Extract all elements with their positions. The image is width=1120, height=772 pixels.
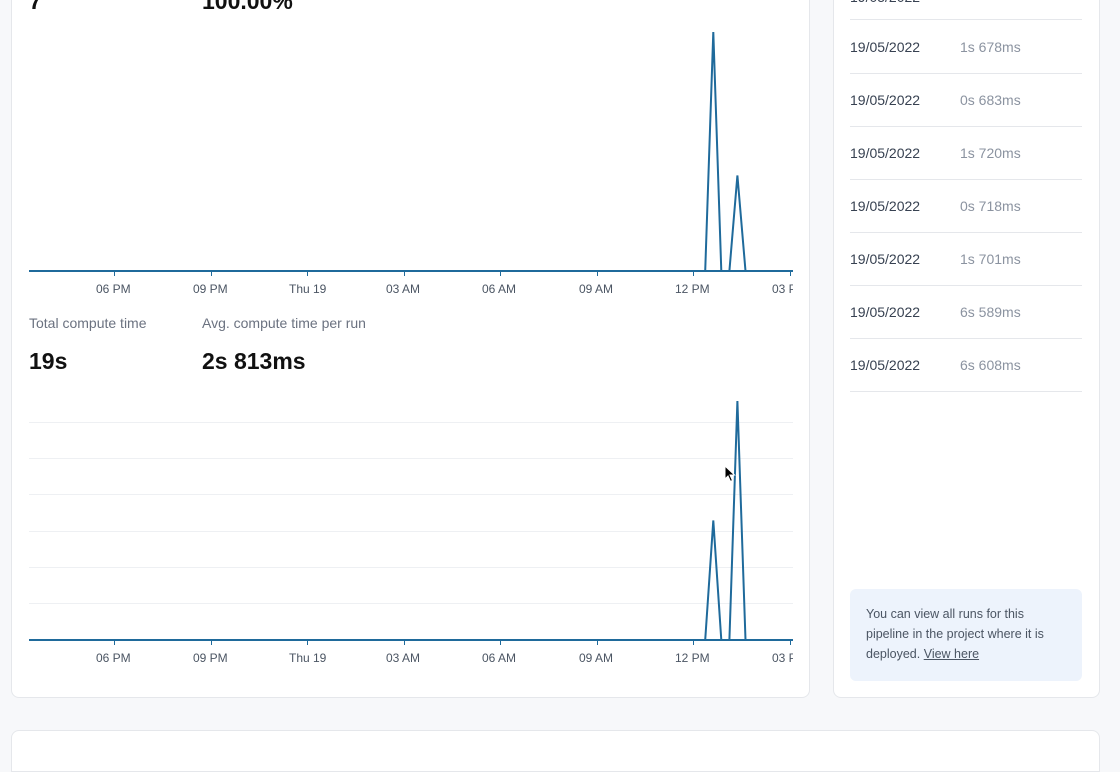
avg-compute-label: Avg. compute time per run — [202, 315, 366, 331]
x-tick-mark — [500, 641, 501, 645]
runs-chart-x-axis — [29, 270, 793, 272]
x-tick-label: 03 PM — [772, 651, 793, 665]
run-duration: 0s 718ms — [960, 198, 1021, 214]
run-date: 19/05/2022 — [850, 198, 921, 214]
runs-count-value: 7 — [29, 0, 42, 14]
x-tick-label: 06 PM — [96, 651, 131, 665]
x-tick-mark — [693, 641, 694, 645]
run-date: 19/05/2022 — [850, 304, 921, 320]
series-line — [29, 31, 793, 272]
run-row[interactable]: 19/05/2022 0s 683ms — [850, 74, 1082, 127]
x-tick-label: 12 PM — [675, 651, 710, 665]
info-text: You can view all runs for this pipeline … — [866, 607, 1044, 661]
x-tick-mark — [790, 641, 791, 645]
x-tick-mark — [114, 641, 115, 645]
run-date: 19/05/2022 — [850, 39, 921, 55]
gridline — [29, 603, 793, 604]
gridline — [29, 531, 793, 532]
run-duration: 1s 678ms — [960, 39, 1021, 55]
x-tick-mark — [790, 272, 791, 276]
pipeline-stats-card — [11, 0, 810, 698]
x-tick-mark — [500, 272, 501, 276]
run-row[interactable]: 19/05/2022 0s 718ms — [850, 180, 1082, 233]
total-compute-value: 19s — [29, 348, 68, 374]
x-tick-label: 09 AM — [579, 282, 614, 296]
run-date: 19/05/2022 — [850, 0, 920, 5]
x-tick-label: 03 AM — [386, 651, 421, 665]
x-tick-mark — [597, 641, 598, 645]
x-tick-label: 06 AM — [482, 651, 517, 665]
x-tick-mark — [404, 641, 405, 645]
run-row[interactable]: 19/05/2022 6s 589ms — [850, 286, 1082, 339]
gridline — [29, 458, 793, 459]
run-row[interactable]: 19/05/2022 1s 720ms — [850, 127, 1082, 180]
compute-time-chart — [29, 400, 793, 641]
next-section-card — [11, 730, 1100, 772]
x-tick-mark — [114, 272, 115, 276]
gridline — [29, 567, 793, 568]
run-date: 19/05/2022 — [850, 145, 921, 161]
x-tick-label: 03 AM — [386, 282, 421, 296]
x-tick-mark — [404, 272, 405, 276]
view-here-link[interactable]: View here — [923, 647, 980, 661]
run-duration: 0s 683ms — [960, 92, 1021, 108]
x-tick-mark — [307, 272, 308, 276]
compute-chart-x-axis — [29, 639, 793, 641]
run-date: 19/05/2022 — [850, 357, 921, 373]
x-tick-label: 09 AM — [579, 651, 614, 665]
x-tick-mark — [211, 641, 212, 645]
x-tick-label: 12 PM — [675, 282, 710, 296]
x-tick-mark — [597, 272, 598, 276]
gridline — [29, 422, 793, 423]
info-note: You can view all runs for this pipeline … — [850, 589, 1082, 681]
x-tick-label: 09 PM — [193, 651, 228, 665]
run-row[interactable]: 19/05/2022 1s 678ms — [850, 21, 1082, 74]
success-rate-value: 100.00% — [202, 0, 293, 14]
x-tick-mark — [693, 272, 694, 276]
series-line — [29, 400, 793, 641]
run-duration: 1s 701ms — [960, 251, 1021, 267]
x-tick-label: Thu 19 — [289, 651, 327, 665]
run-date: 19/05/2022 — [850, 251, 921, 267]
x-tick-label: 03 PM — [772, 282, 793, 296]
runs-chart — [29, 31, 793, 272]
x-tick-label: Thu 19 — [289, 282, 327, 296]
mouse-cursor-icon — [724, 465, 736, 483]
gridline — [29, 494, 793, 495]
run-date: 19/05/2022 — [850, 92, 921, 108]
run-row[interactable]: 19/05/2022 6s 608ms — [850, 339, 1082, 392]
run-duration: 6s 589ms — [960, 304, 1021, 320]
run-duration: 1s 720ms — [960, 145, 1021, 161]
x-tick-mark — [307, 641, 308, 645]
run-duration: 6s 608ms — [960, 357, 1021, 373]
x-tick-label: 09 PM — [193, 282, 228, 296]
list-item[interactable]: 19/05/2022 — [850, 0, 1082, 20]
x-tick-label: 06 AM — [482, 282, 517, 296]
x-tick-label: 06 PM — [96, 282, 131, 296]
x-tick-mark — [211, 272, 212, 276]
run-row[interactable]: 19/05/2022 1s 701ms — [850, 233, 1082, 286]
avg-compute-value: 2s 813ms — [202, 348, 306, 374]
recent-runs-card — [833, 0, 1100, 698]
total-compute-label: Total compute time — [29, 315, 147, 331]
